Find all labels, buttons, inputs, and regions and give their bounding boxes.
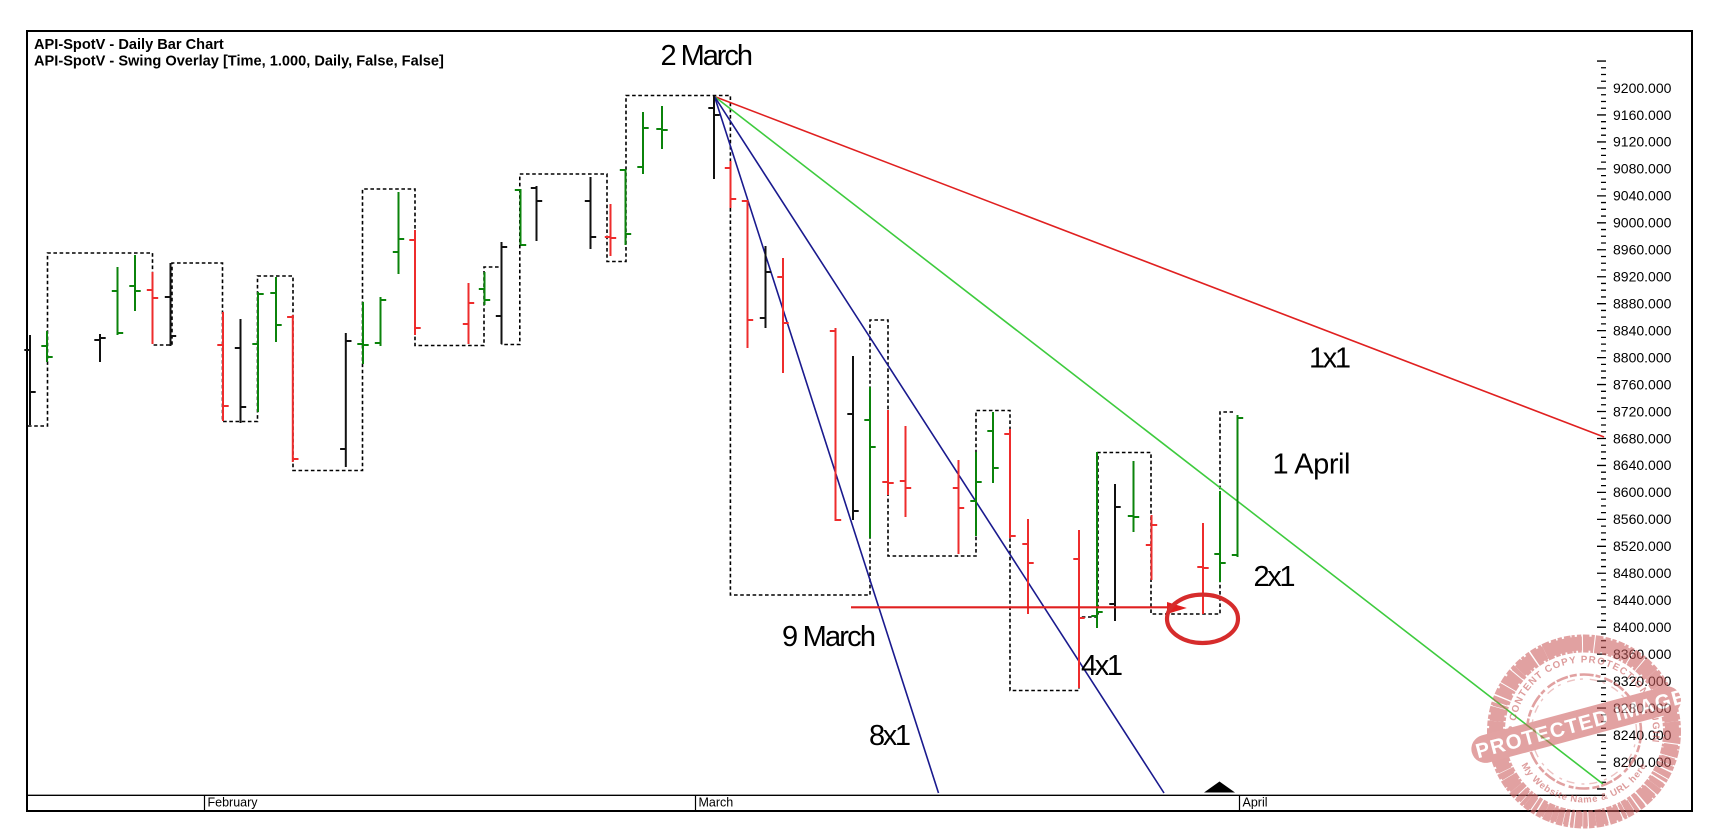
svg-text:1x1: 1x1 bbox=[1309, 343, 1351, 375]
svg-text:8200.000: 8200.000 bbox=[1613, 754, 1672, 770]
svg-text:4x1: 4x1 bbox=[1081, 650, 1123, 682]
svg-text:8520.000: 8520.000 bbox=[1613, 538, 1672, 554]
svg-text:9040.000: 9040.000 bbox=[1613, 188, 1672, 204]
svg-text:8800.000: 8800.000 bbox=[1613, 349, 1672, 365]
svg-text:8440.000: 8440.000 bbox=[1613, 592, 1672, 608]
svg-text:9080.000: 9080.000 bbox=[1613, 161, 1672, 177]
svg-text:April: April bbox=[1243, 796, 1268, 810]
svg-text:8880.000: 8880.000 bbox=[1613, 296, 1672, 312]
svg-text:8x1: 8x1 bbox=[869, 720, 911, 752]
svg-text:9000.000: 9000.000 bbox=[1613, 215, 1672, 231]
svg-text:9160.000: 9160.000 bbox=[1613, 107, 1672, 123]
svg-text:8920.000: 8920.000 bbox=[1613, 269, 1672, 285]
svg-text:8400.000: 8400.000 bbox=[1613, 619, 1672, 635]
svg-text:8720.000: 8720.000 bbox=[1613, 403, 1672, 419]
svg-text:March: March bbox=[699, 796, 734, 810]
svg-text:2x1: 2x1 bbox=[1254, 561, 1296, 593]
svg-text:1 April: 1 April bbox=[1273, 449, 1351, 481]
svg-text:8480.000: 8480.000 bbox=[1613, 565, 1672, 581]
svg-text:8960.000: 8960.000 bbox=[1613, 242, 1672, 258]
svg-text:8560.000: 8560.000 bbox=[1613, 511, 1672, 527]
svg-text:8760.000: 8760.000 bbox=[1613, 376, 1672, 392]
svg-text:9200.000: 9200.000 bbox=[1613, 80, 1672, 96]
svg-text:8600.000: 8600.000 bbox=[1613, 484, 1672, 500]
svg-text:9 March: 9 March bbox=[782, 621, 876, 653]
svg-text:8240.000: 8240.000 bbox=[1613, 727, 1672, 743]
svg-text:API-SpotV - Swing Overlay [Tim: API-SpotV - Swing Overlay [Time, 1.000, … bbox=[34, 54, 444, 70]
svg-text:2 March: 2 March bbox=[661, 40, 754, 72]
svg-text:9120.000: 9120.000 bbox=[1613, 134, 1672, 150]
svg-text:API-SpotV - Daily Bar Chart: API-SpotV - Daily Bar Chart bbox=[34, 37, 224, 53]
svg-text:8640.000: 8640.000 bbox=[1613, 457, 1672, 473]
svg-text:8840.000: 8840.000 bbox=[1613, 322, 1672, 338]
svg-text:February: February bbox=[208, 796, 259, 810]
svg-text:8680.000: 8680.000 bbox=[1613, 430, 1672, 446]
